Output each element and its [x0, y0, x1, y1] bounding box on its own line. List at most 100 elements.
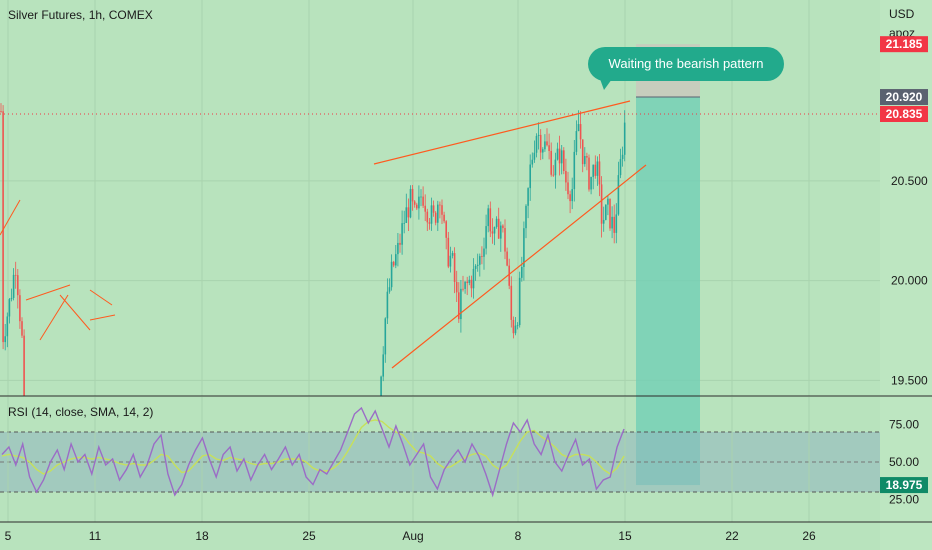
candle [382, 346, 384, 382]
candle [588, 154, 590, 192]
candle [462, 275, 464, 292]
candle [390, 254, 393, 291]
candle [552, 165, 555, 177]
time-tick-label: 5 [5, 529, 12, 543]
candle [594, 155, 597, 179]
candle [439, 201, 441, 219]
candle [466, 276, 468, 296]
time-tick-label: 15 [618, 529, 632, 543]
price-tags: 21.185 20.920 20.835 18.975 [880, 36, 928, 494]
rsi-axis-ticks: 75.00 50.00 25.00 [889, 418, 919, 507]
candle [560, 145, 563, 175]
candle [405, 193, 408, 224]
candle [563, 147, 565, 175]
price-tick-label: 20.000 [891, 274, 928, 288]
candle [617, 161, 620, 216]
candle [556, 142, 559, 161]
candle [525, 204, 527, 239]
candle [407, 198, 410, 232]
candle [516, 322, 519, 330]
wedge-lower-trendline[interactable] [391, 164, 647, 369]
candle [558, 135, 561, 176]
candle [485, 214, 487, 255]
candle [0, 103, 2, 113]
candle [550, 142, 552, 177]
candle [590, 176, 592, 195]
candle [445, 220, 447, 250]
candle [399, 233, 401, 253]
pattern-trendline [89, 314, 116, 321]
candle [621, 146, 624, 167]
candle [521, 256, 523, 282]
time-axis-ticks[interactable]: 5 11 18 25 Aug 8 15 22 26 [5, 529, 816, 543]
candle [401, 210, 403, 255]
candle [542, 147, 544, 160]
candle [531, 152, 534, 168]
candle [428, 217, 431, 230]
candle [565, 158, 567, 191]
callout-bubble [588, 47, 784, 81]
candle [584, 147, 586, 167]
candle [14, 261, 17, 289]
candle [19, 289, 21, 329]
take-profit-zone[interactable] [636, 97, 700, 486]
candle [548, 133, 550, 160]
candle [424, 194, 426, 222]
candle [455, 270, 458, 303]
candle [487, 204, 489, 233]
candle [384, 317, 387, 363]
annotation-callout[interactable]: Waiting the bearish pattern [588, 47, 784, 90]
candle [483, 237, 485, 270]
price-tag: 21.185 [880, 36, 928, 53]
time-tick-label: 26 [802, 529, 816, 543]
time-tick-label: 11 [89, 529, 102, 543]
candle [413, 200, 416, 208]
pattern-trendline [0, 199, 21, 236]
candle [504, 219, 506, 260]
candle [575, 120, 578, 156]
candle [468, 275, 471, 286]
candle [6, 312, 9, 348]
candle [500, 221, 502, 252]
candle [453, 247, 456, 294]
rsi-line [1, 406, 625, 498]
candle [529, 154, 531, 201]
candle [426, 208, 429, 231]
pattern-trendline [59, 294, 91, 331]
candle [476, 253, 479, 272]
candle [592, 164, 594, 190]
candle [596, 156, 599, 186]
symbol-title: Silver Futures, 1h, COMEX [8, 8, 153, 22]
candle [539, 129, 542, 161]
candle [495, 216, 498, 229]
candle [567, 171, 569, 200]
candle [598, 153, 601, 197]
wedge-upper-trendline[interactable] [373, 100, 631, 165]
rsi-tick-label: 50.00 [889, 455, 919, 469]
candle [609, 198, 611, 231]
candle [623, 110, 626, 162]
candle [510, 276, 513, 328]
candle [386, 278, 389, 325]
price-tag-bg [880, 106, 928, 122]
price-tick-label: 20.500 [891, 174, 928, 188]
candle [514, 316, 517, 336]
candle [491, 218, 494, 244]
candle [546, 128, 548, 147]
price-tag-label: 20.920 [886, 90, 923, 104]
currency-label: USD [889, 7, 915, 21]
candle [518, 271, 521, 328]
candle [619, 148, 622, 179]
candle [533, 140, 536, 163]
price-tag: 20.835 [880, 106, 928, 122]
candle [460, 279, 462, 333]
price-tag-label: 20.835 [886, 107, 923, 121]
candle [449, 246, 452, 273]
candle [411, 185, 414, 211]
candle [451, 250, 454, 259]
candle [447, 231, 450, 269]
candle [409, 185, 412, 219]
price-tag: 20.920 [880, 89, 928, 106]
